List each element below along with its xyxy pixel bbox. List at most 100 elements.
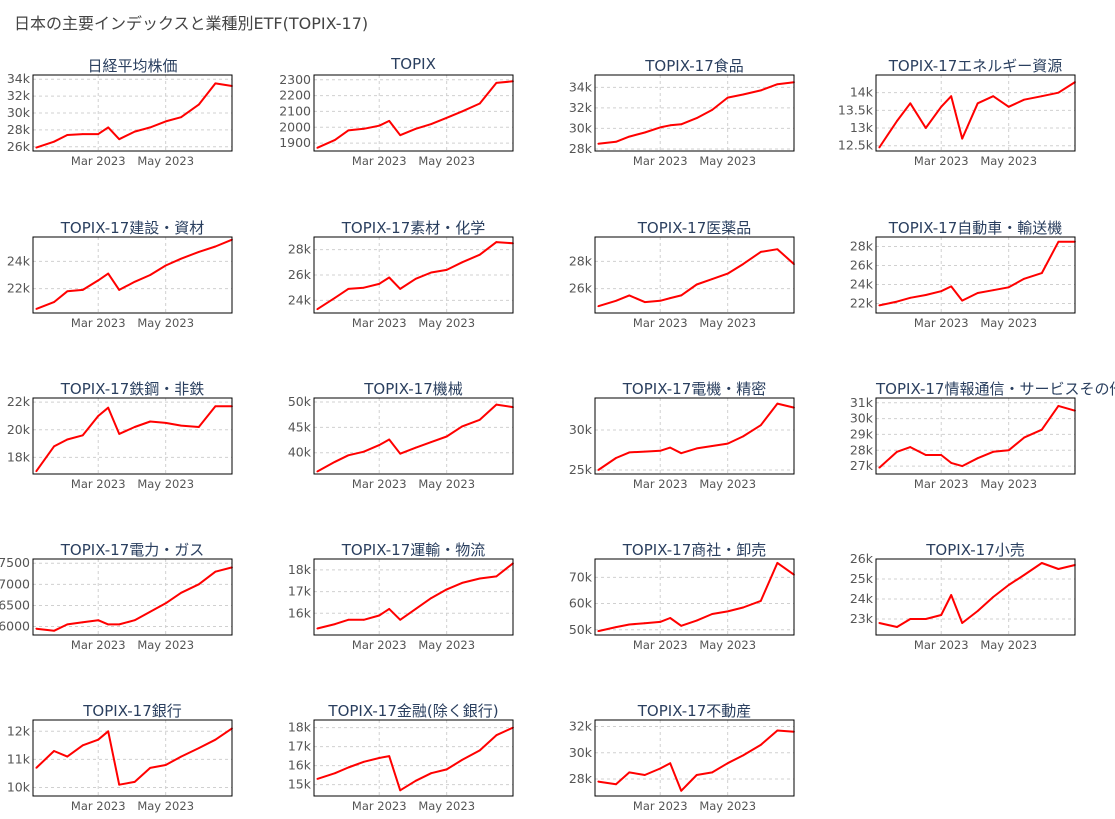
plot-frame: [32, 558, 233, 636]
y-tick-label: 17k: [288, 739, 312, 754]
y-tick-label: 6500: [0, 597, 30, 612]
subplot-8: TOPIX-17鉄鋼・非鉄 Mar 2023 May 2023 18k 20k 22k: [7, 380, 233, 491]
data-point: [643, 301, 646, 304]
series-line: [317, 562, 514, 630]
x-tick-label: May 2023: [418, 477, 475, 491]
data-point: [1040, 95, 1043, 98]
data-point: [711, 445, 714, 447]
plot-frame: [875, 236, 1076, 314]
y-tick-label: 16k: [288, 758, 312, 773]
y-tick-label: 26k: [7, 139, 31, 154]
series-line: [35, 82, 233, 149]
subplot-title: TOPIX-17電機・精密: [622, 380, 767, 398]
subplot-11: TOPIX-17情報通信・サービスその他 Mar 2023 May 2023 27k 2…: [850, 380, 1115, 491]
subplot-svg: Mar 2023 May 2023 22k 24k 26k 28k: [850, 236, 1076, 330]
data-point: [388, 120, 391, 122]
x-tick-label: May 2023: [980, 477, 1037, 491]
data-point: [461, 759, 464, 761]
plot-frame: [32, 719, 233, 797]
data-point: [695, 117, 698, 120]
data-point: [53, 301, 55, 304]
subplot-title: TOPIX-17素材・化学: [341, 219, 486, 237]
data-point: [164, 120, 167, 123]
data-point: [878, 304, 881, 307]
x-tick-label: Mar 2023: [633, 154, 688, 168]
y-tick-label: 18k: [288, 562, 312, 577]
plot-frame: [875, 397, 1076, 475]
data-point: [35, 470, 38, 473]
y-tick-label: 29k: [850, 426, 874, 441]
data-point: [66, 134, 69, 136]
data-point: [347, 288, 350, 290]
data-point: [149, 274, 152, 276]
data-point: [742, 435, 745, 438]
data-point: [97, 738, 100, 741]
data-point: [643, 774, 646, 776]
data-point: [896, 300, 898, 303]
y-tick-label: 45k: [288, 419, 312, 434]
subplot-title: TOPIX-17鉄鋼・非鉄: [60, 380, 205, 398]
data-point: [680, 123, 683, 126]
subplot-18: TOPIX-17不動産 Mar 2023 May 2023 28k 30k 32k: [569, 702, 795, 813]
y-tick-label: 70k: [569, 569, 593, 584]
data-point: [149, 766, 152, 769]
data-point: [643, 131, 646, 134]
plot-frame: [313, 397, 514, 475]
data-point: [362, 450, 365, 453]
data-point: [976, 610, 979, 612]
subplot-0: 日経平均株価 Mar 2023 May 2023 26k 28k 30k 32k 34k: [7, 57, 233, 168]
data-point: [478, 749, 481, 752]
data-point: [334, 296, 336, 299]
data-point: [950, 594, 953, 596]
data-point: [1007, 105, 1010, 108]
data-point: [430, 597, 433, 599]
data-point: [378, 614, 381, 617]
x-tick-label: May 2023: [699, 477, 756, 491]
data-point: [1007, 286, 1010, 289]
data-point: [334, 772, 336, 775]
data-point: [35, 627, 38, 630]
data-point: [388, 276, 391, 279]
data-point: [180, 257, 183, 260]
data-point: [180, 591, 183, 594]
data-point: [961, 299, 964, 302]
y-tick-label: 28k: [850, 442, 874, 457]
data-point: [924, 454, 927, 456]
data-point: [909, 102, 912, 105]
data-point: [776, 729, 779, 732]
data-point: [695, 283, 698, 286]
x-tick-label: Mar 2023: [71, 316, 126, 330]
data-point: [615, 783, 617, 786]
data-point: [430, 123, 433, 125]
data-point: [669, 124, 672, 127]
data-point: [107, 272, 110, 275]
data-point: [878, 622, 881, 624]
data-point: [118, 783, 121, 786]
y-tick-label: 27k: [850, 458, 874, 473]
data-point: [362, 127, 365, 130]
data-point: [924, 127, 927, 129]
subplot-svg: Mar 2023 May 2023 28k 30k 32k: [569, 719, 795, 813]
data-point: [180, 424, 183, 427]
y-tick-label: 2300: [279, 72, 311, 87]
data-point: [742, 263, 745, 266]
subplot-17: TOPIX-17金融(除く銀行) Mar 2023 May 2023 15k 16k 17…: [288, 702, 514, 813]
subplot-title: 日経平均株価: [87, 57, 178, 75]
plot-frame: [313, 236, 514, 314]
y-tick-label: 7500: [0, 555, 30, 570]
data-point: [316, 146, 319, 149]
y-tick-label: 28k: [7, 122, 31, 137]
subplot-title: TOPIX-17建設・資材: [60, 219, 205, 237]
data-point: [992, 450, 995, 453]
plot-frame: [594, 236, 795, 314]
y-tick-label: 22k: [7, 281, 31, 296]
data-point: [197, 103, 200, 106]
data-point: [414, 277, 417, 280]
data-point: [81, 744, 84, 747]
data-point: [976, 292, 979, 294]
series-line: [35, 405, 232, 472]
subplot-svg: Mar 2023 May 2023 15k 16k 17k 18k: [288, 719, 514, 813]
data-point: [53, 750, 55, 752]
data-point: [66, 290, 69, 293]
data-point: [615, 140, 617, 143]
